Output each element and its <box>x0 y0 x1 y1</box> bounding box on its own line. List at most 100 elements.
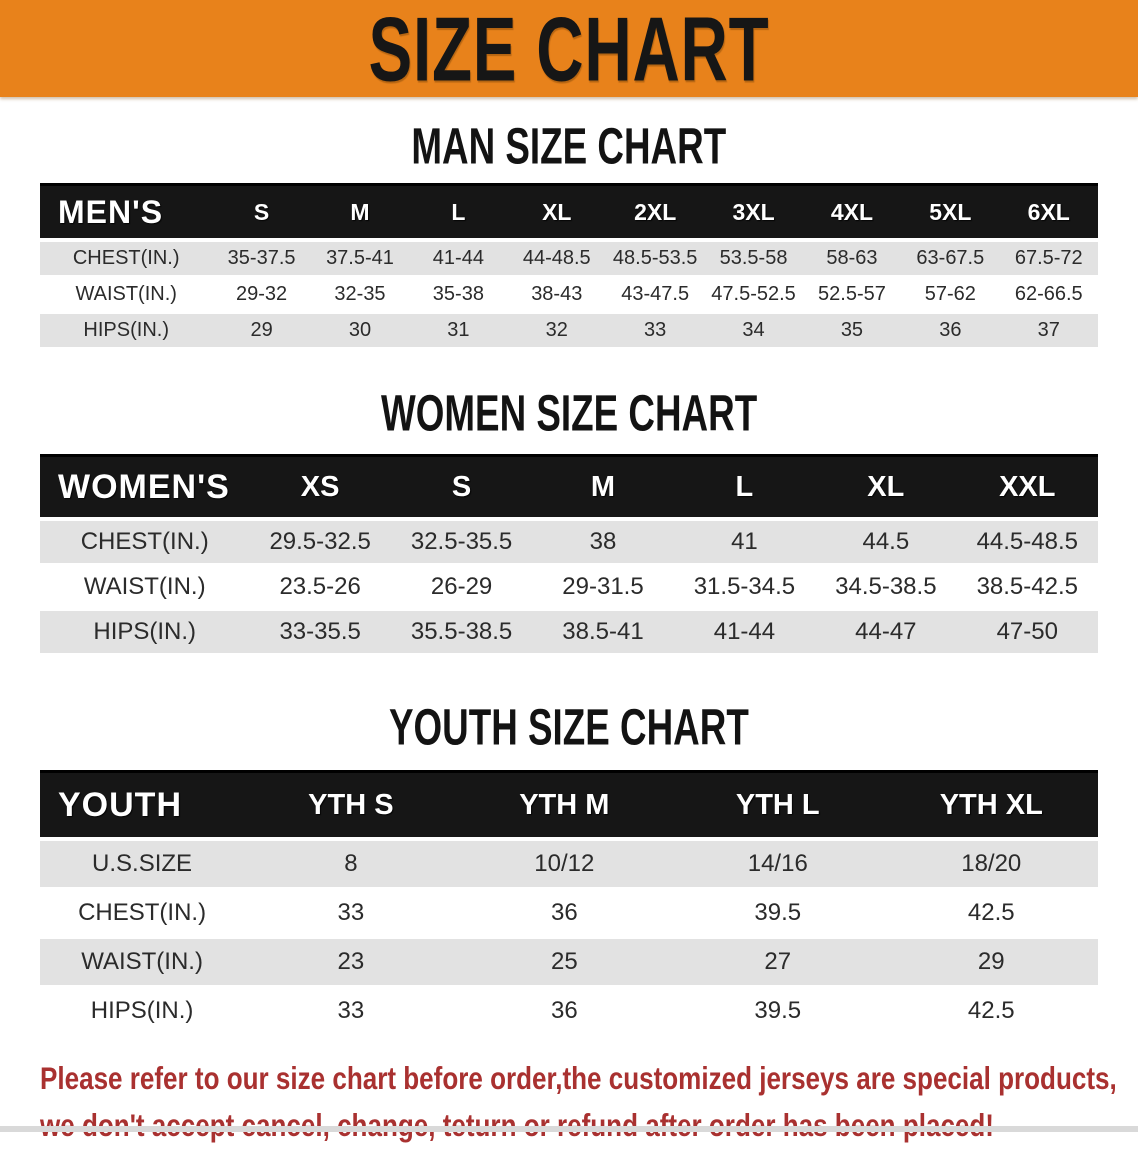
table-header-label: WOMEN'S <box>40 454 250 521</box>
size-value-cell: 33 <box>605 312 705 350</box>
size-value-cell: 62-66.5 <box>999 276 1098 314</box>
size-value-cell: 33 <box>244 986 458 1037</box>
section-title-text: YOUTH SIZE CHART <box>389 698 749 756</box>
men-size-table: MEN'S S M L XL 2XL 3XL 4XL 5XL 6XL CHEST(IN.) 35-37… <box>40 183 1098 350</box>
size-value-cell: 35.5-38.5 <box>390 609 533 656</box>
size-value-cell: 37.5-41 <box>310 240 410 278</box>
row-label: HIPS(IN.) <box>40 312 213 350</box>
size-value-cell: 36 <box>457 986 672 1037</box>
size-value-cell: 42.5 <box>884 986 1098 1037</box>
table-wrapper: WOMEN'S XS S M L XL XXL CHEST(IN.) 29.5-32.5 32.5… <box>40 454 1098 656</box>
size-column-header: YTH XL <box>884 770 1098 841</box>
measurement-row: HIPS(IN.) 29 30 31 32 33 34 35 36 37 <box>40 312 1098 350</box>
size-value-cell: 36 <box>457 888 672 939</box>
size-value-cell: 42.5 <box>884 888 1098 939</box>
size-value-cell: 8 <box>244 839 458 890</box>
size-column-header: XL <box>507 183 606 242</box>
size-chart-banner: SIZE CHART <box>0 0 1138 97</box>
size-value-cell: 33 <box>244 888 458 939</box>
section-title-women: WOMEN SIZE CHART <box>0 388 1138 439</box>
size-column-header: 5XL <box>901 183 1000 242</box>
size-value-cell: 18/20 <box>884 839 1098 890</box>
size-value-cell: 29 <box>212 312 311 350</box>
size-column-header: 4XL <box>802 183 902 242</box>
size-value-cell: 41-44 <box>673 609 816 656</box>
size-column-header: 2XL <box>605 183 705 242</box>
size-column-header: YTH S <box>244 770 458 841</box>
size-value-cell: 29 <box>884 937 1098 988</box>
measurement-row: WAIST(IN.) 23.5-26 26-29 29-31.5 31.5-34.5 34… <box>40 564 1098 611</box>
size-column-header: 3XL <box>704 183 803 242</box>
measurement-row: WAIST(IN.) 23 25 27 29 <box>40 937 1098 988</box>
size-column-header: L <box>409 183 508 242</box>
size-column-header: M <box>532 454 674 521</box>
size-value-cell: 58-63 <box>802 240 902 278</box>
table-header-row: WOMEN'S XS S M L XL XXL <box>40 454 1098 521</box>
section-title-text: MAN SIZE CHART <box>411 117 727 175</box>
row-label: CHEST(IN.) <box>40 888 245 939</box>
size-value-cell: 48.5-53.5 <box>605 240 705 278</box>
size-column-header: XL <box>815 454 957 521</box>
size-value-cell: 29-32 <box>212 276 311 314</box>
measurement-row: HIPS(IN.) 33-35.5 35.5-38.5 38.5-41 41-44 44-… <box>40 609 1098 656</box>
size-section-men: MAN SIZE CHART MEN'S S M L XL 2XL 3XL 4XL 5XL 6XL C… <box>0 117 1138 350</box>
table-wrapper: YOUTH YTH S YTH M YTH L YTH XL U.S.SIZE 8 10/12… <box>40 770 1098 1037</box>
size-column-header: YTH L <box>671 770 885 841</box>
size-value-cell: 44-47 <box>815 609 957 656</box>
size-value-cell: 32-35 <box>310 276 410 314</box>
measurement-row: CHEST(IN.) 35-37.5 37.5-41 41-44 44-48.5 48.5… <box>40 240 1098 278</box>
youth-size-table: YOUTH YTH S YTH M YTH L YTH XL U.S.SIZE 8 10/12… <box>40 770 1098 1037</box>
size-value-cell: 44.5-48.5 <box>956 519 1098 566</box>
size-value-cell: 34 <box>704 312 803 350</box>
measurement-row: CHEST(IN.) 29.5-32.5 32.5-35.5 38 41 44.5 44.5… <box>40 519 1098 566</box>
row-label: CHEST(IN.) <box>40 519 250 566</box>
row-label: WAIST(IN.) <box>40 937 245 988</box>
size-column-header: M <box>310 183 410 242</box>
size-value-cell: 44.5 <box>815 519 957 566</box>
row-label: WAIST(IN.) <box>40 564 250 611</box>
size-column-header: S <box>212 183 311 242</box>
size-value-cell: 29.5-32.5 <box>249 519 391 566</box>
measurement-row: WAIST(IN.) 29-32 32-35 35-38 38-43 43-47.5 47.… <box>40 276 1098 314</box>
size-value-cell: 53.5-58 <box>704 240 803 278</box>
disclaimer-line-1: Please refer to our size chart before or… <box>40 1060 1117 1097</box>
size-value-cell: 23.5-26 <box>249 564 391 611</box>
size-value-cell: 38 <box>532 519 674 566</box>
section-title-youth: YOUTH SIZE CHART <box>0 698 1138 756</box>
size-column-header: S <box>390 454 533 521</box>
size-value-cell: 23 <box>244 937 458 988</box>
size-value-cell: 38.5-42.5 <box>956 564 1098 611</box>
size-value-cell: 41-44 <box>409 240 508 278</box>
size-value-cell: 52.5-57 <box>802 276 902 314</box>
measurement-row: U.S.SIZE 8 10/12 14/16 18/20 <box>40 839 1098 890</box>
size-value-cell: 41 <box>673 519 816 566</box>
size-section-youth: YOUTH SIZE CHART YOUTH YTH S YTH M YTH L YTH … <box>0 698 1138 1037</box>
measurement-row: CHEST(IN.) 33 36 39.5 42.5 <box>40 888 1098 939</box>
size-value-cell: 47.5-52.5 <box>704 276 803 314</box>
size-value-cell: 10/12 <box>457 839 672 890</box>
size-column-header: XS <box>249 454 391 521</box>
row-label: U.S.SIZE <box>40 839 245 890</box>
size-value-cell: 43-47.5 <box>605 276 705 314</box>
table-header-label: MEN'S <box>40 183 213 242</box>
size-value-cell: 35 <box>802 312 902 350</box>
size-value-cell: 26-29 <box>390 564 533 611</box>
size-value-cell: 38-43 <box>507 276 606 314</box>
table-wrapper: MEN'S S M L XL 2XL 3XL 4XL 5XL 6XL CHEST(IN.) 35-37… <box>40 183 1098 350</box>
size-value-cell: 39.5 <box>671 986 885 1037</box>
row-label: HIPS(IN.) <box>40 986 245 1037</box>
size-section-women: WOMEN SIZE CHART WOMEN'S XS S M L XL XXL CHEST(I… <box>0 388 1138 656</box>
table-header-label: YOUTH <box>40 770 245 841</box>
size-value-cell: 44-48.5 <box>507 240 606 278</box>
size-value-cell: 36 <box>901 312 1000 350</box>
table-header-row: MEN'S S M L XL 2XL 3XL 4XL 5XL 6XL <box>40 183 1098 242</box>
size-value-cell: 34.5-38.5 <box>815 564 957 611</box>
size-value-cell: 47-50 <box>956 609 1098 656</box>
size-chart-sections: MAN SIZE CHART MEN'S S M L XL 2XL 3XL 4XL 5XL 6XL C… <box>0 117 1138 1037</box>
size-value-cell: 38.5-41 <box>532 609 674 656</box>
size-value-cell: 35-38 <box>409 276 508 314</box>
bottom-edge-strip <box>0 1126 1138 1132</box>
row-label: CHEST(IN.) <box>40 240 213 278</box>
size-value-cell: 32 <box>507 312 606 350</box>
size-value-cell: 35-37.5 <box>212 240 311 278</box>
